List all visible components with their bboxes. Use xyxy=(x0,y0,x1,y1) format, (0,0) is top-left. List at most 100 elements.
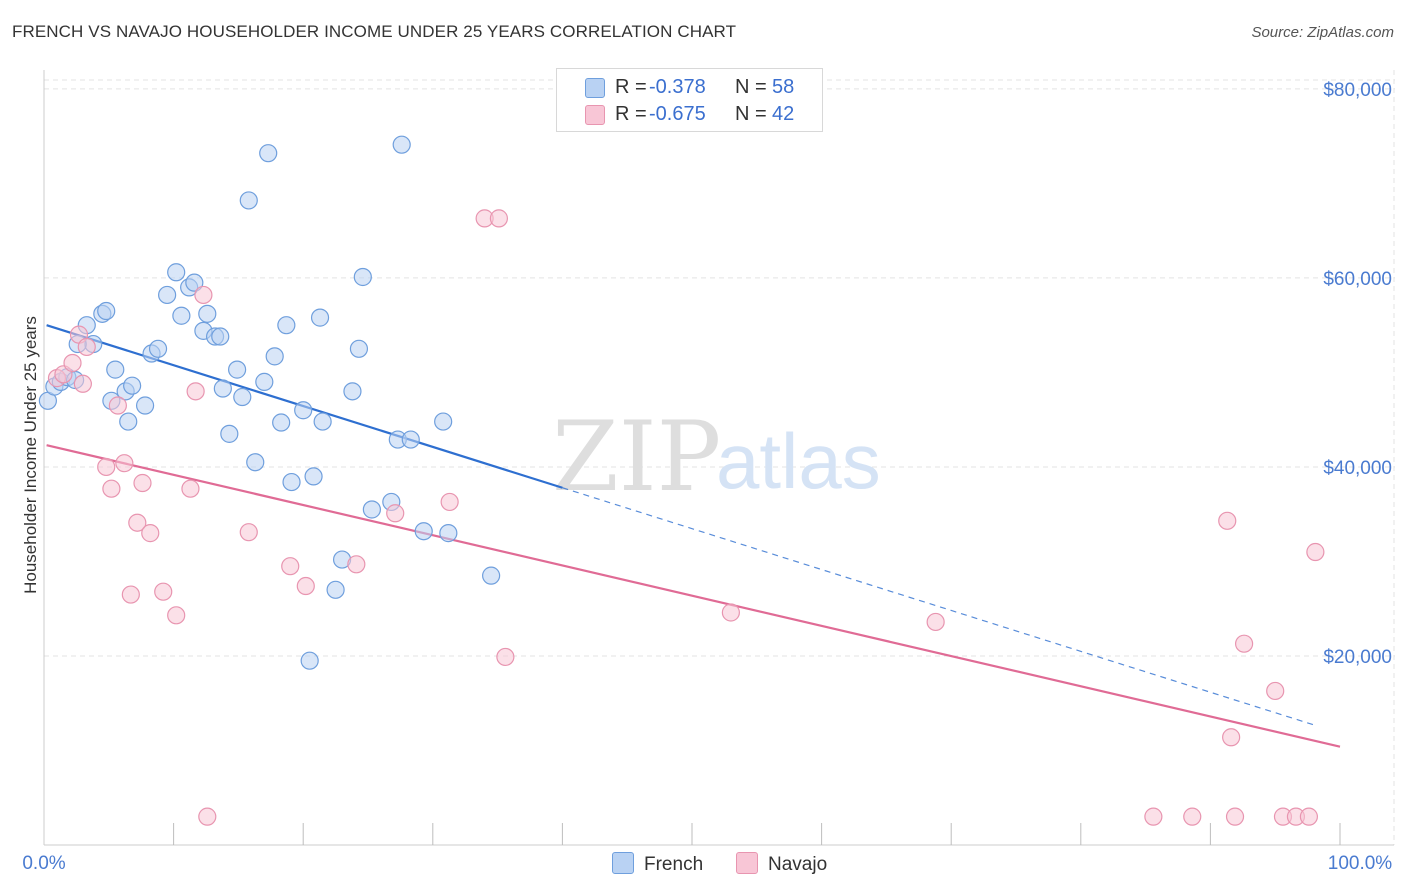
french-point-31 xyxy=(239,191,258,210)
navajo-point-35 xyxy=(1225,807,1245,826)
navajo-point-33 xyxy=(1218,511,1237,530)
navajo-point-8 xyxy=(108,396,127,415)
navajo-point-20 xyxy=(239,523,258,542)
legend-row-french: R = -0.378 N = 58 xyxy=(557,75,822,101)
chart-title: FRENCH VS NAVAJO HOUSEHOLDER INCOME UNDE… xyxy=(12,22,737,41)
french-point-49 xyxy=(362,500,381,519)
french-point-48 xyxy=(353,267,372,287)
y-tick-label-1: $40,000 xyxy=(1323,458,1392,479)
chart-source: Source: ZipAtlas.com xyxy=(1251,24,1394,41)
navajo-r-label: R = xyxy=(615,103,647,125)
navajo-point-7 xyxy=(102,479,121,498)
correlation-legend: R = -0.378 N = 58 R = -0.675 N = 42 xyxy=(556,68,823,132)
french-point-40 xyxy=(300,651,319,670)
navajo-legend-label: Navajo xyxy=(768,854,828,875)
data-points xyxy=(38,135,1325,826)
french-point-24 xyxy=(198,304,217,323)
french-point-32 xyxy=(246,453,265,472)
y-tick-label-3: $80,000 xyxy=(1323,80,1392,101)
french-point-13 xyxy=(123,376,142,395)
french-point-27 xyxy=(213,379,232,398)
french-trend-extension xyxy=(562,487,1315,726)
navajo-point-5 xyxy=(77,337,96,357)
french-point-39 xyxy=(294,401,313,420)
navajo-point-30 xyxy=(926,612,945,632)
navajo-r-value: -0.675 xyxy=(649,103,706,125)
navajo-point-25 xyxy=(440,492,459,512)
french-point-46 xyxy=(343,382,362,401)
navajo-point-40 xyxy=(1299,807,1318,826)
french-n-label: N = xyxy=(735,76,767,98)
french-r-value: -0.378 xyxy=(649,76,706,98)
french-point-28 xyxy=(220,424,239,443)
french-point-19 xyxy=(167,263,186,282)
french-point-15 xyxy=(135,396,155,415)
navajo-point-9 xyxy=(115,454,134,473)
french-point-35 xyxy=(265,347,284,366)
navajo-point-13 xyxy=(141,524,160,543)
french-point-55 xyxy=(434,412,453,431)
legend-item-french: French xyxy=(612,852,703,876)
french-point-20 xyxy=(172,306,191,325)
axes xyxy=(43,70,1394,846)
french-point-37 xyxy=(277,316,296,335)
french-point-54 xyxy=(414,522,433,541)
french-point-53 xyxy=(401,430,420,449)
tick-labels: $20,000 $40,000 $60,000 $80,000 0.0% 100.0% xyxy=(22,80,1392,874)
french-point-26 xyxy=(211,327,230,346)
navajo-point-32 xyxy=(1183,807,1202,826)
navajo-point-21 xyxy=(281,557,300,576)
french-point-44 xyxy=(326,580,345,599)
navajo-trend-line xyxy=(46,444,1341,748)
navajo-point-34 xyxy=(1222,728,1241,747)
navajo-point-12 xyxy=(133,473,152,493)
navajo-n-label: N = xyxy=(735,103,767,125)
navajo-n-value: 42 xyxy=(772,103,795,125)
french-point-43 xyxy=(313,412,332,431)
french-n-value: 58 xyxy=(772,76,795,98)
navajo-point-17 xyxy=(186,382,205,401)
french-point-47 xyxy=(349,339,369,358)
navajo-legend-swatch xyxy=(736,852,758,874)
french-point-36 xyxy=(272,413,291,432)
navajo-point-6 xyxy=(97,457,116,477)
french-r-label: R = xyxy=(615,76,647,98)
french-point-41 xyxy=(304,467,323,486)
french-point-56 xyxy=(439,524,458,543)
french-point-18 xyxy=(158,285,177,305)
grid-lines xyxy=(44,70,1395,845)
y-tick-label-0: $20,000 xyxy=(1323,647,1392,668)
french-legend-label: French xyxy=(644,854,704,875)
navajo-point-28 xyxy=(496,647,515,667)
y-axis-label: Householder Income Under 25 years xyxy=(21,316,40,594)
french-point-17 xyxy=(148,339,168,358)
navajo-point-15 xyxy=(167,606,186,625)
french-point-52 xyxy=(392,135,411,154)
navajo-point-19 xyxy=(198,807,217,826)
french-point-9 xyxy=(97,301,116,321)
navajo-point-36 xyxy=(1234,634,1254,653)
french-point-33 xyxy=(255,372,274,391)
french-point-30 xyxy=(233,387,252,407)
french-swatch xyxy=(585,78,605,98)
french-legend-swatch xyxy=(612,852,634,874)
navajo-point-18 xyxy=(194,285,213,305)
legend-row-navajo: R = -0.675 N = 42 xyxy=(557,102,822,128)
navajo-point-37 xyxy=(1266,681,1285,701)
french-point-10 xyxy=(106,360,125,379)
navajo-point-23 xyxy=(347,555,366,574)
navajo-point-4 xyxy=(73,374,92,393)
x-tick-label-max: 100.0% xyxy=(1328,853,1393,874)
watermark-atlas: atlas xyxy=(716,417,881,505)
y-tick-label-2: $60,000 xyxy=(1323,269,1392,290)
navajo-point-2 xyxy=(63,353,82,373)
french-point-38 xyxy=(282,472,301,492)
french-point-22 xyxy=(185,273,204,292)
legend-item-navajo: Navajo xyxy=(736,852,827,876)
navajo-point-11 xyxy=(128,513,147,532)
watermark-zip: ZIP xyxy=(552,401,721,513)
navajo-point-16 xyxy=(181,479,200,498)
navajo-point-24 xyxy=(386,504,405,523)
navajo-point-31 xyxy=(1144,807,1163,826)
